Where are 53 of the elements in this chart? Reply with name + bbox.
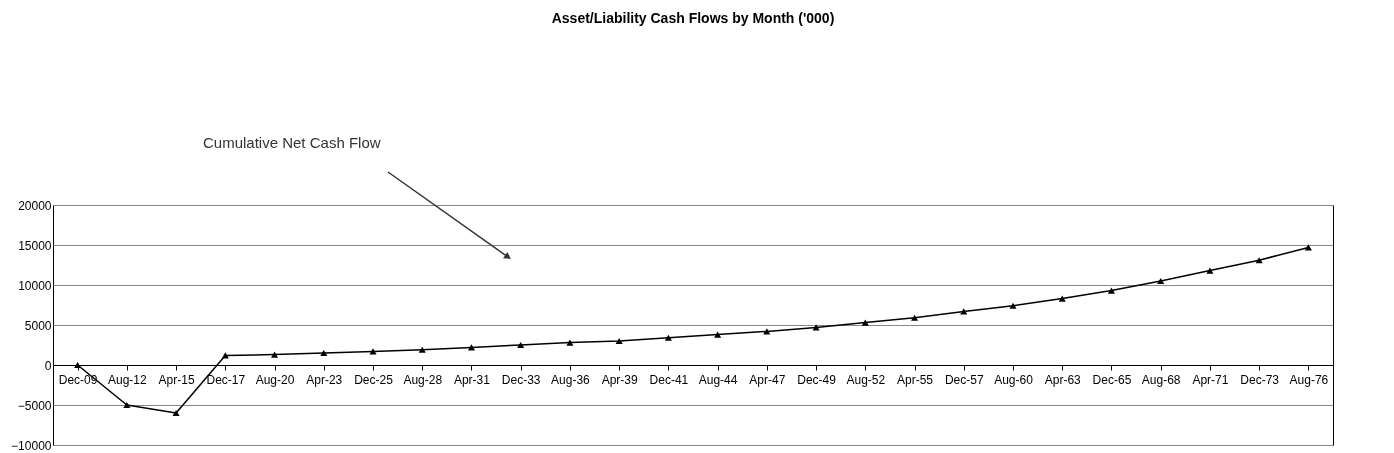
x-tick-label: Apr-15 <box>158 372 195 387</box>
x-tick-label: Aug-76 <box>1289 372 1329 387</box>
point <box>1157 277 1165 285</box>
x-tick-label: Apr-63 <box>1044 372 1082 387</box>
x-tick-label: Aug-36 <box>551 372 591 387</box>
y-tick-label: 20000 <box>18 198 52 213</box>
x-tick-label: Apr-39 <box>601 372 638 387</box>
x-tick-label: Aug-44 <box>698 372 738 387</box>
y-tick-label: 10000 <box>18 278 52 293</box>
y-tick-label: −10000 <box>11 438 52 453</box>
x-tick-label: Dec-57 <box>944 372 984 387</box>
text: Cumulative Net Cash Flow <box>203 134 381 151</box>
chart-title: Asset/Liability Cash Flows by Month ('000) <box>551 10 835 26</box>
y-tick-label: −5000 <box>17 398 52 413</box>
x-tick-label: Aug-20 <box>255 372 295 387</box>
x-tick-label: Apr-47 <box>749 372 786 387</box>
point <box>320 349 328 357</box>
x-tick-label: Dec-49 <box>797 372 837 387</box>
point <box>517 341 525 349</box>
point <box>566 339 574 346</box>
x-tick-label: Dec-73 <box>1240 372 1280 387</box>
point <box>418 346 426 353</box>
x-tick-label: Aug-68 <box>1141 372 1181 387</box>
x-tick-label: Dec-41 <box>649 372 689 387</box>
point <box>271 351 279 358</box>
point <box>911 314 919 321</box>
point <box>615 337 623 345</box>
point <box>1206 267 1214 274</box>
point <box>714 331 722 338</box>
x-tick-label: Dec-17 <box>206 372 246 387</box>
x-tick-label: Dec-65 <box>1092 372 1132 387</box>
x-tick-label: Apr-71 <box>1192 372 1229 387</box>
point <box>1009 302 1017 309</box>
y-tick-label: 0 <box>44 358 52 373</box>
point <box>664 334 672 341</box>
y-tick-label: 5000 <box>24 318 52 333</box>
point <box>1107 287 1115 294</box>
x-tick-label: Apr-55 <box>897 372 934 387</box>
x-tick-label: Aug-12 <box>107 372 148 387</box>
x-tick-label: Apr-23 <box>306 372 343 387</box>
x-tick-label: Aug-60 <box>994 372 1034 387</box>
point <box>1058 295 1066 302</box>
x-tick-label: Dec-33 <box>501 372 541 387</box>
point <box>1255 257 1263 264</box>
x-tick-label: Apr-31 <box>453 372 491 387</box>
x-tick-label: Dec-25 <box>354 372 394 387</box>
x-tick-label: Aug-52 <box>846 372 886 387</box>
x-tick-label: Dec-09 <box>58 372 98 387</box>
point <box>123 401 131 409</box>
point <box>861 319 869 326</box>
x-tick-label: Aug-28 <box>403 372 443 387</box>
point <box>172 409 180 417</box>
y-tick-label: 15000 <box>18 238 52 253</box>
